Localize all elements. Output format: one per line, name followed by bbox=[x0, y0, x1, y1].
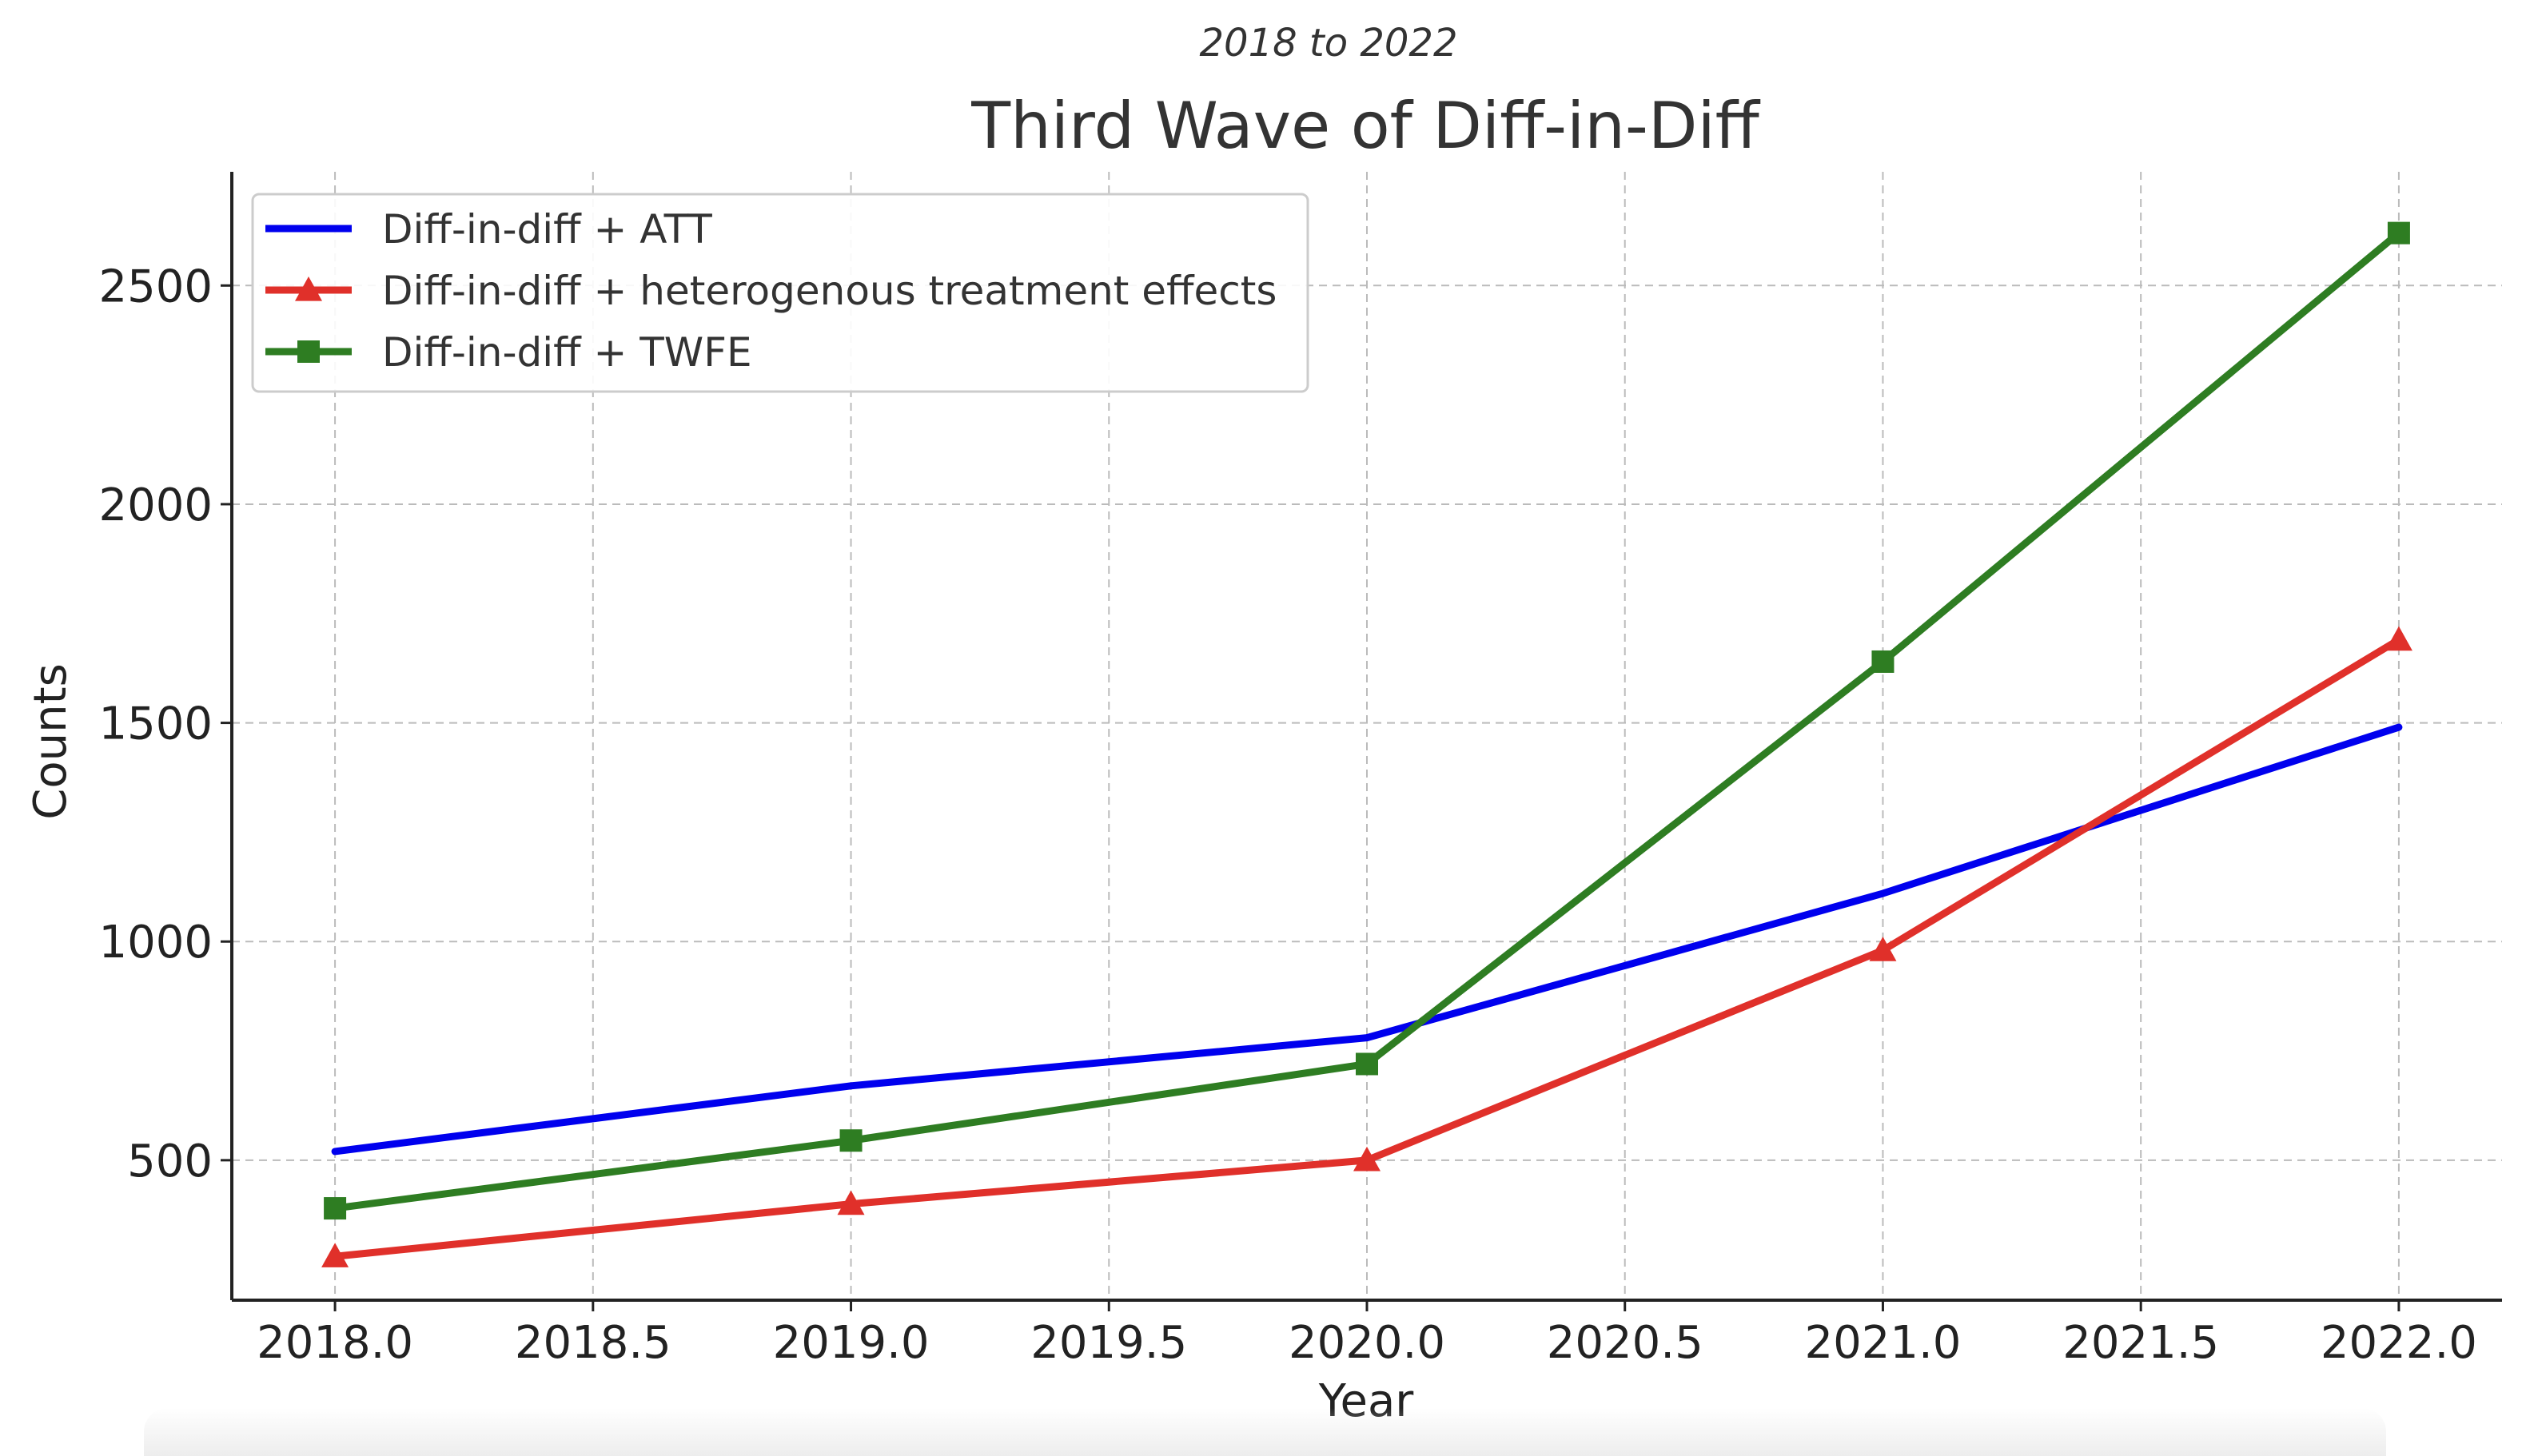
data-point bbox=[1353, 1146, 1381, 1172]
x-tick-label: 2022.0 bbox=[2321, 1317, 2477, 1369]
x-tick-label: 2021.0 bbox=[1804, 1317, 1961, 1369]
x-tick-label: 2020.5 bbox=[1547, 1317, 1703, 1369]
series-3 bbox=[324, 221, 2410, 1220]
legend-label: Diff-in-diff + ATT bbox=[382, 206, 712, 253]
data-point bbox=[1356, 1052, 1378, 1076]
chart-title: Third Wave of Diff-in-Diff bbox=[970, 89, 1760, 163]
data-point bbox=[321, 1243, 349, 1267]
series-layer bbox=[321, 221, 2412, 1267]
series-2 bbox=[321, 626, 2412, 1267]
x-tick-label: 2020.0 bbox=[1289, 1317, 1445, 1369]
data-point bbox=[1869, 937, 1897, 961]
legend-marker bbox=[295, 276, 322, 301]
legend-item: Diff-in-diff + heterogenous treatment ef… bbox=[265, 268, 1277, 314]
data-point bbox=[2387, 221, 2410, 245]
x-tick-label: 2018.5 bbox=[515, 1317, 671, 1369]
x-tick-label: 2019.5 bbox=[1030, 1317, 1187, 1369]
x-tick-label: 2021.5 bbox=[2062, 1317, 2219, 1369]
y-tick-label: 2500 bbox=[98, 261, 213, 312]
y-tick-label: 1500 bbox=[98, 698, 213, 750]
y-tick-label: 2000 bbox=[98, 479, 213, 531]
bottom-shadow bbox=[144, 1408, 2386, 1456]
legend-item: Diff-in-diff + TWFE bbox=[265, 329, 752, 376]
legend: Diff-in-diff + ATT Diff-in-diff + heterog… bbox=[251, 193, 1309, 393]
series-line bbox=[331, 723, 2403, 1156]
y-axis-label: Counts bbox=[25, 663, 77, 819]
series-1 bbox=[331, 723, 2403, 1156]
y-tick-label: 1000 bbox=[98, 917, 213, 969]
legend-box bbox=[251, 193, 1309, 393]
data-point bbox=[1871, 650, 1895, 673]
data-point bbox=[837, 1190, 865, 1215]
data-point bbox=[839, 1129, 863, 1152]
x-tick-label: 2019.0 bbox=[773, 1317, 930, 1369]
y-tick-label: 500 bbox=[127, 1136, 213, 1187]
axes-layer: 2018.0 2018.5 2019.0 2019.5 2020.0 2020.5 2021… bbox=[98, 172, 2502, 1369]
legend-item: Diff-in-diff + ATT bbox=[265, 206, 712, 253]
data-point bbox=[324, 1197, 347, 1220]
legend-label: Diff-in-diff + TWFE bbox=[382, 329, 752, 376]
x-tick-label: 2018.0 bbox=[257, 1317, 413, 1369]
legend-marker bbox=[297, 340, 320, 363]
chart-subtitle: 2018 to 2022 bbox=[1199, 21, 1457, 66]
data-point bbox=[2385, 626, 2412, 651]
legend-label: Diff-in-diff + heterogenous treatment ef… bbox=[382, 268, 1277, 314]
